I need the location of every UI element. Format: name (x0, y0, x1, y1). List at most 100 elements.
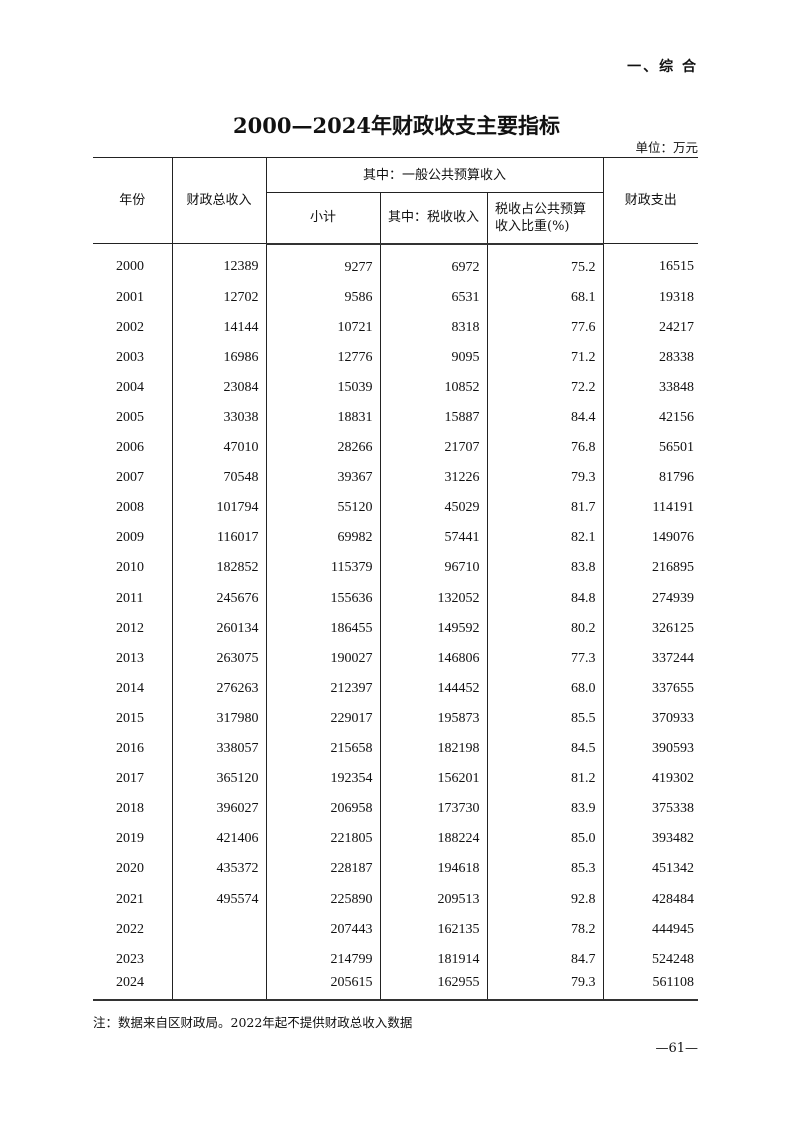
cell-total-revenue: 12389 (171, 243, 267, 283)
cell-subtotal: 10721 (265, 312, 381, 343)
cell-tax-revenue: 162955 (379, 974, 488, 1001)
cell-year: 2020 (93, 854, 173, 885)
cell-expenditure: 149076 (602, 523, 699, 554)
cell-tax-ratio: 79.3 (486, 974, 604, 1001)
cell-subtotal: 9277 (265, 243, 381, 283)
footnote: 注：数据来自区财政局。2022年起不提供财政总收入数据 (93, 1015, 413, 1030)
table-row: 2002 14144 10721 8318 77.6 24217 (93, 312, 699, 343)
cell-expenditure: 561108 (602, 974, 699, 1001)
cell-total-revenue: 421406 (171, 824, 267, 855)
cell-tax-revenue: 156201 (379, 764, 488, 795)
table-row: 2012 260134 186455 149592 80.2 326125 (93, 613, 699, 644)
cell-tax-revenue: 162135 (379, 914, 488, 945)
cell-expenditure: 56501 (602, 433, 699, 464)
cell-total-revenue: 23084 (171, 372, 267, 403)
cell-subtotal: 229017 (265, 703, 381, 734)
cell-subtotal: 9586 (265, 282, 381, 313)
header-expenditure: 财政支出 (602, 157, 699, 244)
cell-year: 2006 (93, 433, 173, 464)
cell-tax-revenue: 173730 (379, 794, 488, 825)
cell-total-revenue: 365120 (171, 764, 267, 795)
cell-tax-ratio: 79.3 (486, 463, 604, 494)
cell-tax-ratio: 75.2 (486, 243, 604, 283)
cell-year: 2016 (93, 734, 173, 765)
cell-tax-revenue: 57441 (379, 523, 488, 554)
cell-year: 2010 (93, 553, 173, 584)
table-row: 2015 317980 229017 195873 85.5 370933 (93, 703, 699, 734)
cell-expenditure: 419302 (602, 764, 699, 795)
page-title: 2000—2024年财政收支主要指标 (233, 113, 560, 138)
cell-tax-ratio: 76.8 (486, 433, 604, 464)
cell-expenditure: 524248 (602, 944, 699, 975)
cell-tax-ratio: 83.9 (486, 794, 604, 825)
cell-tax-ratio: 81.2 (486, 764, 604, 795)
header-subtotal: 小计 (265, 192, 381, 245)
cell-year: 2015 (93, 703, 173, 734)
cell-tax-revenue: 132052 (379, 583, 488, 614)
cell-total-revenue: 396027 (171, 794, 267, 825)
cell-tax-revenue: 9095 (379, 342, 488, 373)
cell-expenditure: 337655 (602, 673, 699, 704)
cell-tax-revenue: 45029 (379, 493, 488, 524)
cell-year: 2000 (93, 243, 173, 283)
cell-tax-revenue: 188224 (379, 824, 488, 855)
header-tax-ratio-text: 税收占公共预算收入比重(%) (495, 201, 587, 234)
cell-total-revenue: 33038 (171, 402, 267, 434)
cell-year: 2023 (93, 944, 173, 975)
cell-tax-ratio: 68.1 (486, 282, 604, 313)
table-row: 2020 435372 228187 194618 85.3 451342 (93, 854, 699, 885)
cell-tax-ratio: 82.1 (486, 523, 604, 554)
table-row: 2004 23084 15039 10852 72.2 33848 (93, 372, 699, 403)
cell-tax-revenue: 96710 (379, 553, 488, 584)
cell-expenditure: 393482 (602, 824, 699, 855)
cell-tax-revenue: 10852 (379, 372, 488, 403)
cell-total-revenue: 338057 (171, 734, 267, 765)
cell-total-revenue: 317980 (171, 703, 267, 734)
cell-tax-ratio: 84.7 (486, 944, 604, 975)
cell-year: 2014 (93, 673, 173, 704)
cell-subtotal: 205615 (265, 974, 381, 1001)
cell-year: 2005 (93, 402, 173, 434)
cell-subtotal: 215658 (265, 734, 381, 765)
cell-tax-ratio: 84.5 (486, 734, 604, 765)
cell-tax-ratio: 71.2 (486, 342, 604, 373)
cell-tax-ratio: 85.5 (486, 703, 604, 734)
cell-year: 2004 (93, 372, 173, 403)
cell-year: 2022 (93, 914, 173, 945)
cell-subtotal: 221805 (265, 824, 381, 855)
cell-expenditure: 444945 (602, 914, 699, 945)
cell-subtotal: 69982 (265, 523, 381, 554)
cell-total-revenue (171, 974, 267, 1001)
cell-expenditure: 337244 (602, 643, 699, 674)
cell-year: 2019 (93, 824, 173, 855)
table-row: 2014 276263 212397 144452 68.0 337655 (93, 673, 699, 704)
cell-tax-revenue: 182198 (379, 734, 488, 765)
table-row: 2008 101794 55120 45029 81.7 114191 (93, 493, 699, 524)
cell-expenditure: 451342 (602, 854, 699, 885)
cell-expenditure: 81796 (602, 463, 699, 494)
cell-total-revenue: 182852 (171, 553, 267, 584)
cell-subtotal: 39367 (265, 463, 381, 494)
cell-total-revenue: 245676 (171, 583, 267, 614)
cell-total-revenue (171, 944, 267, 975)
cell-tax-revenue: 15887 (379, 402, 488, 434)
cell-year: 2017 (93, 764, 173, 795)
cell-subtotal: 206958 (265, 794, 381, 825)
cell-total-revenue: 101794 (171, 493, 267, 524)
cell-subtotal: 192354 (265, 764, 381, 795)
table-row: 2023 214799 181914 84.7 524248 (93, 944, 699, 975)
cell-tax-revenue: 149592 (379, 613, 488, 644)
table-row: 2024 205615 162955 79.3 561108 (93, 974, 699, 1001)
cell-tax-ratio: 81.7 (486, 493, 604, 524)
cell-tax-revenue: 31226 (379, 463, 488, 494)
cell-tax-revenue: 6972 (379, 243, 488, 283)
cell-year: 2002 (93, 312, 173, 343)
section-heading: 一、综 合 (627, 59, 698, 75)
cell-tax-ratio: 78.2 (486, 914, 604, 945)
table-row: 2000 12389 9277 6972 75.2 16515 (93, 243, 699, 283)
cell-tax-ratio: 68.0 (486, 673, 604, 704)
table-row: 2005 33038 18831 15887 84.4 42156 (93, 402, 699, 434)
cell-tax-revenue: 144452 (379, 673, 488, 704)
cell-subtotal: 228187 (265, 854, 381, 885)
cell-total-revenue: 276263 (171, 673, 267, 704)
